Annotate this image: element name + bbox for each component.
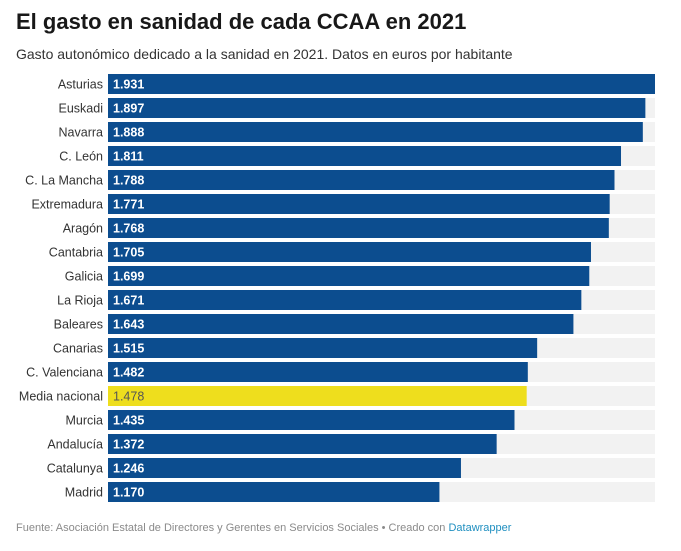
bar (108, 242, 591, 262)
value-label: 1.811 (113, 150, 144, 164)
value-label: 1.705 (113, 246, 144, 260)
bar (108, 290, 582, 310)
chart-title: El gasto en sanidad de cada CCAA en 2021 (16, 9, 467, 34)
bar-chart: Asturias 1.931 Euskadi 1.897 Navarra 1.888 C. … (19, 74, 655, 502)
category-label: Cantabria (49, 246, 103, 260)
bar (108, 74, 655, 94)
category-label: C. La Mancha (25, 174, 103, 188)
category-label: C. León (59, 150, 103, 164)
category-label: Baleares (54, 318, 103, 332)
bar (108, 170, 615, 190)
category-label: Euskadi (59, 102, 103, 116)
bar (108, 338, 538, 358)
category-label: Media nacional (19, 390, 103, 404)
bar (108, 266, 590, 286)
value-label: 1.482 (113, 366, 144, 380)
category-label: Murcia (65, 414, 103, 428)
value-label: 1.671 (113, 294, 144, 308)
value-label: 1.771 (113, 198, 144, 212)
category-label: Catalunya (47, 462, 103, 476)
value-label: 1.888 (113, 126, 144, 140)
category-label: La Rioja (57, 294, 103, 308)
bar (108, 194, 610, 214)
bar (108, 122, 643, 142)
bar (108, 362, 528, 382)
bar (108, 482, 440, 502)
value-label: 1.931 (113, 78, 144, 92)
value-label: 1.170 (113, 486, 144, 500)
category-label: Galicia (65, 270, 103, 284)
category-label: C. Valenciana (26, 366, 103, 380)
value-label: 1.246 (113, 462, 144, 476)
bar (108, 458, 461, 478)
value-label: 1.372 (113, 438, 144, 452)
category-label: Andalucía (47, 438, 103, 452)
source-note: Fuente: Asociación Estatal de Directores… (16, 522, 449, 534)
category-label: Madrid (65, 486, 103, 500)
value-label: 1.643 (113, 318, 144, 332)
chart-subtitle: Gasto autonómico dedicado a la sanidad e… (16, 46, 513, 62)
value-label: 1.768 (113, 222, 144, 236)
value-label: 1.699 (113, 270, 144, 284)
bar (108, 434, 497, 454)
category-label: Asturias (58, 78, 103, 92)
value-label: 1.478 (113, 390, 144, 404)
value-label: 1.515 (113, 342, 144, 356)
category-label: Extremadura (31, 198, 103, 212)
bar (108, 146, 622, 166)
category-label: Aragón (63, 222, 103, 236)
value-label: 1.435 (113, 414, 144, 428)
value-label: 1.788 (113, 174, 144, 188)
datawrapper-link[interactable]: Datawrapper (448, 522, 512, 534)
bar (108, 98, 646, 118)
value-label: 1.897 (113, 102, 144, 116)
bar (108, 218, 609, 238)
bar (108, 314, 574, 334)
chart-footer: Fuente: Asociación Estatal de Directores… (16, 522, 511, 534)
category-label: Canarias (53, 342, 103, 356)
bar (108, 410, 515, 430)
highlight-bar (108, 386, 527, 406)
category-label: Navarra (59, 126, 104, 140)
